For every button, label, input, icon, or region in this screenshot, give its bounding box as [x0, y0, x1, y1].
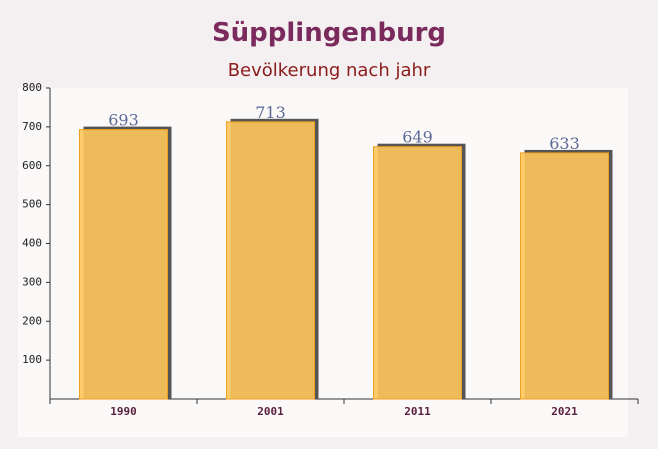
- bar: [79, 129, 168, 400]
- x-tick-label: 2011: [404, 405, 431, 418]
- bar: [373, 146, 462, 400]
- y-tick-label: 100: [22, 353, 42, 366]
- bar: [520, 152, 609, 400]
- x-tick-label: 1990: [110, 405, 137, 418]
- y-tick-label: 800: [22, 81, 42, 94]
- value-label: 693: [108, 111, 139, 130]
- x-tick-label: 2001: [257, 405, 284, 418]
- chart-subtitle: Bevölkerung nach jahr: [228, 60, 431, 81]
- value-label: 649: [402, 128, 433, 147]
- y-tick-label: 500: [22, 198, 42, 211]
- value-label: 633: [549, 134, 580, 153]
- y-tick-label: 300: [22, 275, 42, 288]
- x-tick-label: 2021: [551, 405, 578, 418]
- y-tick-label: 200: [22, 314, 42, 327]
- bar: [226, 121, 315, 400]
- y-tick-label: 600: [22, 159, 42, 172]
- chart-title: Süpplingenburg: [212, 18, 446, 48]
- value-label: 713: [255, 103, 286, 122]
- y-tick-label: 700: [22, 120, 42, 133]
- y-tick-label: 400: [22, 237, 42, 250]
